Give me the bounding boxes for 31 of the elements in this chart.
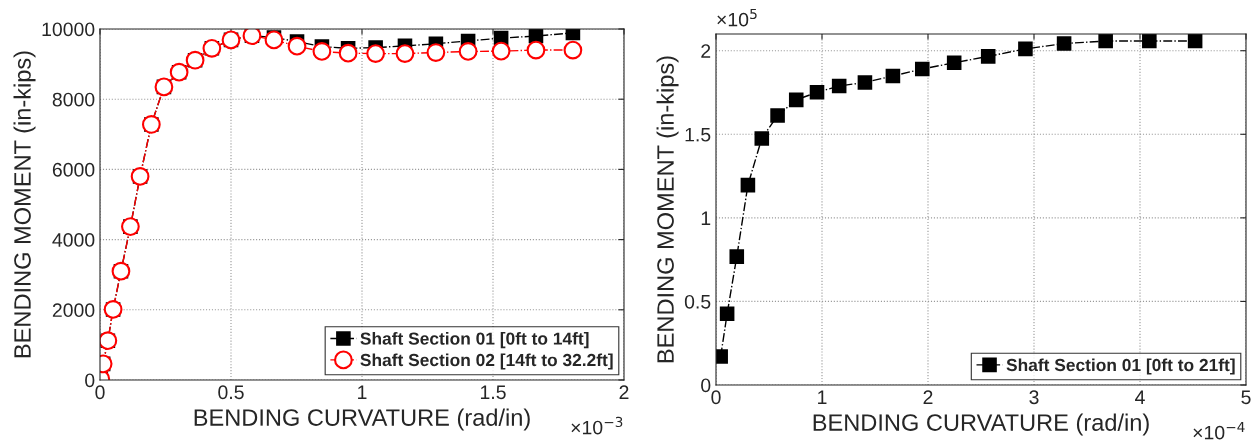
y-tick-label: 2000 <box>52 303 95 318</box>
legend-label: Shaft Section 01 [0ft to 14ft] <box>360 332 589 349</box>
y-tick-label: 10000 <box>42 22 95 37</box>
y-axis-title: BENDING MOMENT (in-kips) <box>656 56 679 363</box>
x-tick-label: 1 <box>358 385 367 399</box>
y-axis-title: BENDING MOMENT (in-kips) <box>13 51 36 358</box>
x-tick-label: 1 <box>818 390 827 404</box>
x-tick-label: 5 <box>1241 390 1251 405</box>
x-tick-label: 2 <box>923 390 933 404</box>
x-tick-label: 0.5 <box>218 385 244 400</box>
x-axis-title: BENDING CURVATURE (rad/in) <box>194 408 530 431</box>
text: ×10$^{−4}$ <box>1193 421 1245 440</box>
x-axis-title: BENDING CURVATURE (rad/in) <box>813 413 1149 436</box>
legend-label: Shaft Section 02 [14ft to 32.2ft] <box>360 353 613 370</box>
y-tick-label: 0 <box>85 373 95 388</box>
legend-label: Shaft Section 01 [0ft to 21ft] <box>1006 358 1235 375</box>
y-tick-label: 1 <box>701 211 711 225</box>
text: ×10$^{−3}$ <box>571 416 623 435</box>
x-tick-label: 2 <box>619 385 629 399</box>
x-tick-label: 0 <box>95 385 105 400</box>
y-tick-label: 0.5 <box>684 294 711 309</box>
x-tick-label: 4 <box>1135 390 1145 404</box>
y-tick-label: 1.5 <box>685 127 711 142</box>
text: ×10$^{5}$ <box>717 8 757 27</box>
x-tick-label: 3 <box>1029 390 1039 405</box>
x-tick-label: 0 <box>711 390 721 405</box>
x-tick-label: 1.5 <box>480 385 506 400</box>
y-tick-label: 4000 <box>52 233 95 247</box>
y-tick-label: 8000 <box>52 92 95 107</box>
y-tick-label: 6000 <box>52 162 95 177</box>
y-tick-label: 2 <box>701 44 711 58</box>
